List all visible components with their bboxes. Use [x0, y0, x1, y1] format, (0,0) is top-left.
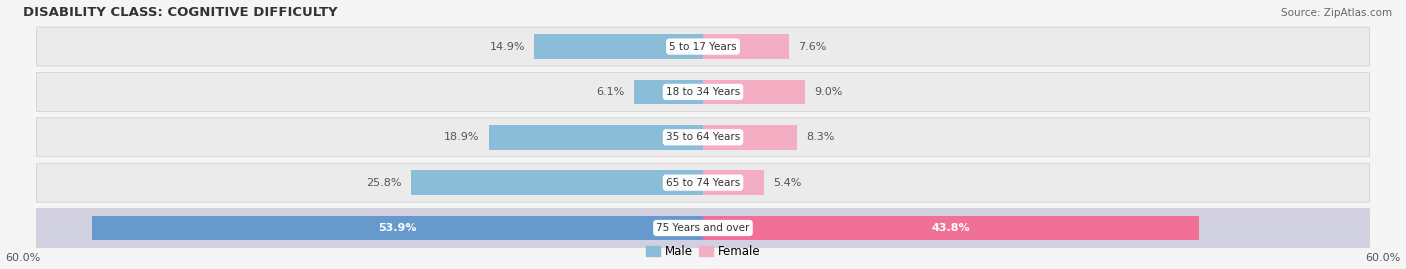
Bar: [703, 80, 806, 104]
Text: 5.4%: 5.4%: [773, 178, 801, 188]
Text: 75 Years and over: 75 Years and over: [657, 223, 749, 233]
FancyBboxPatch shape: [37, 208, 1369, 247]
Text: DISABILITY CLASS: COGNITIVE DIFFICULTY: DISABILITY CLASS: COGNITIVE DIFFICULTY: [22, 6, 337, 19]
Text: 25.8%: 25.8%: [366, 178, 402, 188]
Bar: [534, 34, 703, 59]
Bar: [411, 170, 703, 195]
Text: 7.6%: 7.6%: [799, 42, 827, 52]
Text: 9.0%: 9.0%: [814, 87, 842, 97]
Text: 14.9%: 14.9%: [489, 42, 524, 52]
FancyBboxPatch shape: [37, 118, 1369, 157]
FancyBboxPatch shape: [37, 72, 1369, 111]
Text: 5 to 17 Years: 5 to 17 Years: [669, 42, 737, 52]
Text: 65 to 74 Years: 65 to 74 Years: [666, 178, 740, 188]
Text: 18 to 34 Years: 18 to 34 Years: [666, 87, 740, 97]
Text: Source: ZipAtlas.com: Source: ZipAtlas.com: [1281, 8, 1392, 18]
Bar: [703, 216, 1199, 240]
Bar: [703, 170, 765, 195]
Text: 53.9%: 53.9%: [378, 223, 418, 233]
Bar: [93, 216, 703, 240]
Text: 6.1%: 6.1%: [596, 87, 624, 97]
Bar: [703, 34, 789, 59]
FancyBboxPatch shape: [37, 27, 1369, 66]
Text: 43.8%: 43.8%: [932, 223, 970, 233]
Bar: [489, 125, 703, 150]
Bar: [703, 125, 797, 150]
Text: 18.9%: 18.9%: [444, 132, 479, 142]
Text: 8.3%: 8.3%: [806, 132, 835, 142]
FancyBboxPatch shape: [37, 163, 1369, 202]
Bar: [634, 80, 703, 104]
Text: 35 to 64 Years: 35 to 64 Years: [666, 132, 740, 142]
Legend: Male, Female: Male, Female: [641, 240, 765, 263]
